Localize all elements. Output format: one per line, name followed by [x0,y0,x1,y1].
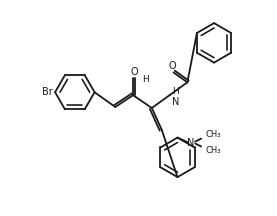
Text: CH₃: CH₃ [205,130,221,139]
Text: H: H [142,75,149,84]
Text: N: N [187,138,194,148]
Text: O: O [169,62,176,71]
Text: Br: Br [42,87,53,97]
Text: CH₃: CH₃ [205,146,221,155]
Text: N: N [171,97,179,107]
Text: O: O [130,67,138,77]
Text: H: H [173,87,179,96]
